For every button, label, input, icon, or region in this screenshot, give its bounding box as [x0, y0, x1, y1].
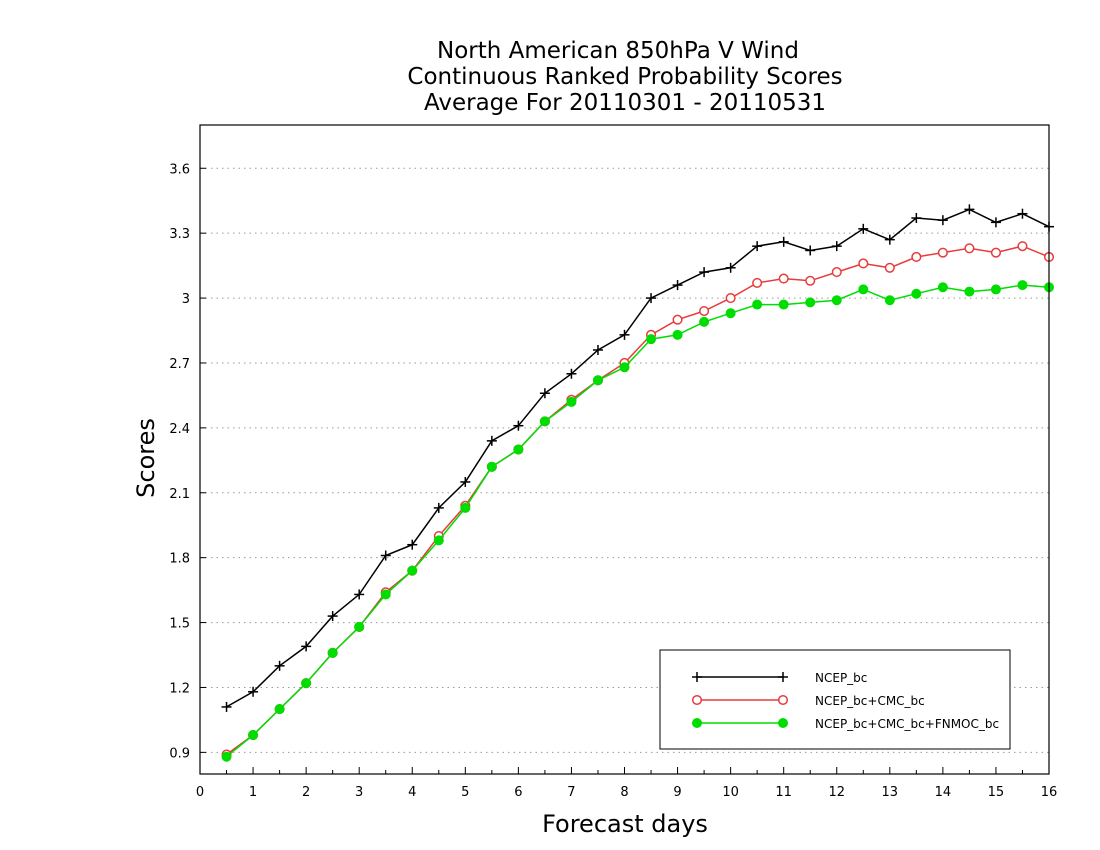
open-circle-marker: [805, 275, 816, 286]
legend-item: NCEP_bc+CMC_bc: [691, 694, 925, 708]
filled-circle-marker: [805, 297, 816, 308]
filled-circle-marker: [301, 678, 312, 689]
x-tick-label: 2: [302, 785, 310, 800]
legend-items: NCEP_bc NCEP_bc+CMC_bc NCEP_bc+CMC_bc+FNMO…: [691, 671, 999, 731]
open-circle-marker: [964, 243, 975, 254]
open-circle-marker: [831, 267, 842, 278]
open-circle-marker: [937, 247, 948, 258]
filled-circle-marker: [725, 308, 736, 319]
series-line: [226, 208, 1050, 708]
series-layer: [221, 204, 1055, 762]
legend-label: NCEP_bc+CMC_bc+FNMOC_bc: [815, 717, 999, 731]
y-tick-label: 0.9: [169, 746, 190, 761]
plot-frame: [199, 124, 1050, 775]
x-tick-label: 3: [355, 785, 363, 800]
filled-circle-marker: [692, 718, 702, 728]
x-tick-label: 14: [935, 785, 952, 800]
open-circle-marker: [990, 247, 1001, 258]
filled-circle-marker: [778, 299, 789, 310]
filled-circle-marker: [380, 589, 391, 600]
legend-item: NCEP_bc: [692, 671, 867, 685]
filled-circle-marker: [539, 416, 550, 427]
filled-circle-marker: [221, 751, 232, 762]
x-tick-label: 9: [673, 785, 681, 800]
chart-title-line-2: Continuous Ranked Probability Scores: [407, 64, 842, 90]
filled-circle-marker: [248, 730, 259, 741]
x-tick-label: 13: [882, 785, 899, 800]
filled-circle-marker: [513, 444, 524, 455]
x-tick-label: 7: [567, 785, 575, 800]
filled-circle-marker: [486, 461, 497, 472]
filled-circle-marker: [592, 375, 603, 386]
open-circle-marker: [691, 694, 703, 706]
open-circle-marker: [778, 273, 789, 284]
open-circle-marker: [672, 314, 683, 325]
filled-circle-marker: [911, 288, 922, 299]
filled-circle-marker: [831, 295, 842, 306]
y-tick-label: 2.1: [169, 487, 190, 502]
x-tick-label: 1: [249, 785, 257, 800]
filled-circle-marker: [884, 295, 895, 306]
filled-circle-marker: [354, 621, 365, 632]
filled-circle-marker: [964, 286, 975, 297]
filled-circle-marker: [990, 284, 1001, 295]
open-circle-marker: [858, 258, 869, 269]
x-tick-label: 11: [775, 785, 792, 800]
x-tick-label: 5: [461, 785, 469, 800]
legend-label: NCEP_bc+CMC_bc: [815, 694, 925, 708]
x-tick-label: 0: [196, 785, 204, 800]
filled-circle-marker: [1017, 280, 1028, 291]
open-circle-marker: [884, 262, 895, 273]
y-tick-label: 3: [182, 292, 190, 307]
x-tick-label: 10: [722, 785, 739, 800]
x-axis-label: Forecast days: [542, 810, 708, 838]
legend-item: NCEP_bc+CMC_bc+FNMOC_bc: [692, 717, 999, 731]
x-tick-label: 6: [514, 785, 522, 800]
series-NCEP_bc: [221, 204, 1054, 712]
filled-circle-marker: [937, 282, 948, 293]
y-tick-label: 3.3: [169, 227, 190, 242]
x-tick-label: 15: [988, 785, 1005, 800]
filled-circle-marker: [778, 718, 788, 728]
filled-circle-marker: [752, 299, 763, 310]
filled-circle-marker: [566, 396, 577, 407]
y-tick-label: 1.8: [169, 552, 190, 567]
open-circle-marker: [777, 694, 789, 706]
open-circle-marker: [911, 251, 922, 263]
legend: NCEP_bc NCEP_bc+CMC_bc NCEP_bc+CMC_bc+FNMO…: [659, 649, 1011, 750]
filled-circle-marker: [274, 704, 285, 715]
x-tick-label: 8: [620, 785, 628, 800]
filled-circle-marker: [327, 647, 338, 658]
y-tick-label: 2.4: [169, 422, 190, 437]
y-tick-label: 1.2: [169, 681, 190, 696]
x-tick-label: 16: [1041, 785, 1058, 800]
y-tick-label: 1.5: [169, 617, 190, 632]
open-circle-marker: [725, 293, 736, 304]
x-tick-label: 4: [408, 785, 416, 800]
legend-label: NCEP_bc: [815, 671, 867, 685]
x-tick-label: 12: [828, 785, 845, 800]
filled-circle-marker: [407, 565, 418, 576]
open-circle-marker: [1017, 241, 1028, 252]
axis-ticks: 0.91.21.51.82.12.42.733.33.60 1 2 3 4 5 6 7 8 9 10…: [169, 162, 1057, 800]
filled-circle-marker: [672, 329, 683, 340]
filled-circle-marker: [646, 334, 657, 345]
chart-title-line-3: Average For 20110301 - 20110531: [424, 90, 826, 116]
series-NCEP_bc+CMC_bc+FNMOC_bc: [221, 280, 1054, 762]
y-tick-label: 2.7: [169, 357, 190, 372]
filled-circle-marker: [699, 316, 710, 327]
open-circle-marker: [699, 305, 710, 317]
y-axis-label: Scores: [132, 418, 160, 498]
open-circle-marker: [752, 277, 763, 288]
filled-circle-marker: [433, 535, 444, 546]
y-tick-label: 3.6: [169, 162, 190, 177]
filled-circle-marker: [619, 362, 630, 373]
chart-title-line-1: North American 850hPa V Wind: [437, 38, 799, 64]
filled-circle-marker: [460, 502, 471, 513]
filled-circle-marker: [858, 284, 869, 295]
